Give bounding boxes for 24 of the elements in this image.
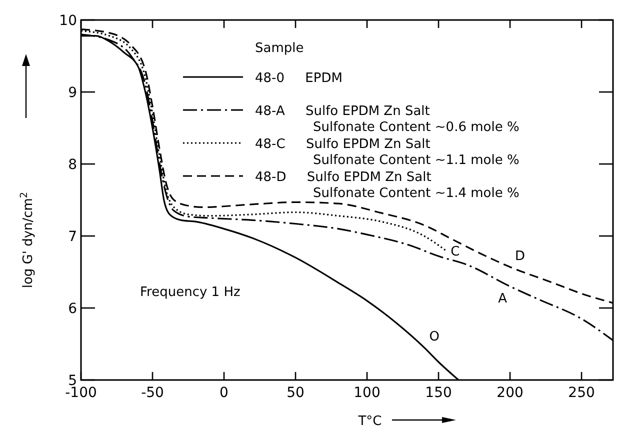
y-tick-label: 10	[59, 12, 77, 29]
legend-label: 48-0 EPDM	[255, 71, 342, 86]
x-tick-label: 100	[354, 385, 380, 401]
legend-label: 48-C Sulfo EPDM Zn Salt Sulfonate Content ~1.1 mole %	[255, 137, 520, 168]
annotation: Frequency 1 Hz	[140, 285, 240, 300]
x-tick-label: 250	[568, 385, 595, 401]
legend-label: 48-D Sulfo EPDM Zn Salt Sulfonate Content ~1.4 mole %	[255, 170, 520, 201]
x-tick-label: 50	[286, 385, 304, 401]
annotation: A	[498, 291, 508, 306]
x-tick-label: 150	[425, 385, 452, 401]
legend-label: 48-A Sulfo EPDM Zn Salt Sulfonate Content ~0.6 mole %	[255, 104, 520, 135]
annotation: D	[515, 248, 526, 264]
y-tick-label: 8	[68, 156, 77, 173]
legend-title: Sample	[255, 41, 304, 56]
annotation: C	[450, 244, 460, 260]
x-tick-label: 200	[496, 385, 524, 401]
y-tick-label: 9	[68, 84, 77, 101]
x-axis-title: T°C	[357, 414, 382, 427]
y-tick-label: 6	[68, 300, 78, 317]
x-tick-label: -100	[65, 385, 97, 401]
x-tick-label: 0	[220, 385, 228, 401]
annotation: O	[429, 330, 440, 345]
y-tick-label: 7	[68, 228, 77, 245]
x-tick-label: -50	[141, 385, 164, 401]
